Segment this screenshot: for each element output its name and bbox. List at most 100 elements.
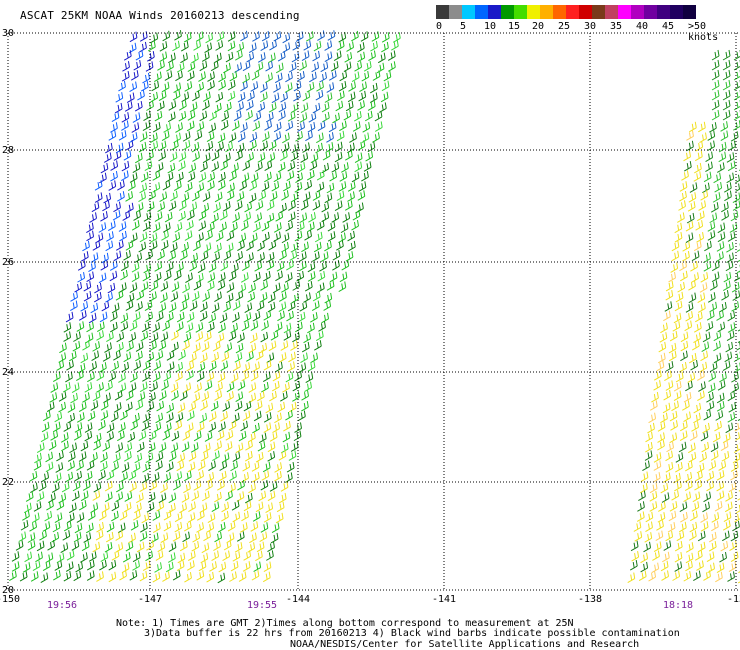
- wind-barb: [280, 91, 288, 103]
- wind-barb: [336, 130, 345, 142]
- wind-barb: [227, 40, 236, 52]
- wind-barb: [647, 422, 655, 434]
- wind-barb: [357, 100, 365, 111]
- wind-barb: [31, 512, 40, 524]
- wind-barb: [717, 321, 726, 333]
- wind-barb: [682, 400, 690, 411]
- wind-barb: [273, 222, 282, 233]
- wind-barb: [256, 300, 265, 312]
- wind-barb: [170, 291, 179, 302]
- wind-barb: [177, 552, 186, 564]
- wind-barb: [74, 470, 83, 482]
- wind-barb: [284, 272, 293, 283]
- wind-barb: [351, 171, 360, 183]
- wind-barb: [132, 560, 140, 571]
- wind-barb: [109, 270, 118, 282]
- wind-barb: [247, 542, 256, 553]
- wind-barb: [115, 290, 124, 301]
- colorbar-segment: [488, 5, 501, 19]
- wind-barb: [236, 42, 245, 53]
- wind-barb: [195, 322, 204, 333]
- wind-barb: [698, 121, 706, 133]
- wind-barb: [266, 550, 274, 561]
- wind-barb: [269, 39, 277, 51]
- wind-barb: [319, 72, 327, 83]
- wind-barb: [163, 472, 172, 483]
- wind-barb: [312, 290, 321, 302]
- wind-barb: [717, 231, 726, 243]
- wind-barb: [36, 540, 45, 552]
- wind-barb: [248, 192, 257, 204]
- wind-barb: [148, 430, 157, 441]
- wind-barb: [321, 312, 330, 324]
- wind-barb: [198, 220, 207, 232]
- map-title: ASCAT 25KM NOAA Winds 20160213 descendin…: [20, 9, 300, 22]
- wind-barb: [263, 360, 272, 371]
- wind-barb: [216, 332, 225, 344]
- wind-barb: [123, 50, 132, 61]
- wind-barb: [285, 120, 294, 132]
- wind-barb: [658, 501, 666, 512]
- wind-barb: [261, 30, 270, 42]
- wind-barb: [262, 461, 271, 473]
- wind-barb: [643, 541, 652, 553]
- wind-barb: [188, 501, 196, 512]
- wind-barb: [159, 51, 168, 63]
- wind-barb: [262, 231, 270, 243]
- wind-barb: [338, 281, 347, 292]
- wind-barb: [695, 220, 704, 231]
- wind-barb: [147, 442, 156, 453]
- wind-barb: [196, 510, 205, 521]
- wind-barb: [194, 130, 203, 141]
- wind-barb: [138, 241, 147, 253]
- wind-barb: [684, 480, 693, 491]
- wind-barb: [133, 60, 142, 71]
- wind-barb: [53, 569, 61, 581]
- wind-barb: [192, 531, 201, 543]
- wind-barb: [144, 160, 153, 172]
- wind-barb: [701, 341, 710, 353]
- wind-barb: [76, 412, 85, 423]
- wind-barb: [178, 210, 186, 222]
- wind-barb: [108, 371, 117, 382]
- wind-barb: [332, 260, 340, 271]
- wind-barb: [198, 172, 207, 183]
- wind-barb: [98, 510, 107, 521]
- wind-barb: [260, 82, 268, 93]
- wind-barb: [361, 70, 370, 82]
- wind-barb: [129, 132, 138, 143]
- wind-barb: [175, 122, 183, 133]
- wind-barb: [135, 301, 143, 312]
- wind-barb: [694, 480, 702, 491]
- wind-barb: [261, 381, 269, 393]
- wind-barb: [109, 260, 118, 271]
- wind-barb: [265, 402, 274, 414]
- wind-barb: [234, 542, 243, 553]
- wind-barb: [139, 131, 148, 142]
- wind-barb: [221, 452, 230, 463]
- wind-barb: [267, 441, 276, 453]
- wind-barb: [360, 31, 369, 42]
- wind-barb: [271, 522, 280, 533]
- wind-barb: [62, 530, 71, 541]
- wind-barb: [335, 100, 344, 112]
- wind-barb: [162, 222, 171, 233]
- wind-barb: [292, 391, 300, 402]
- wind-barb: [214, 52, 222, 64]
- wind-barb: [685, 232, 694, 244]
- wind-barb: [221, 501, 230, 513]
- wind-barb: [252, 422, 260, 434]
- wind-barb: [227, 182, 235, 194]
- wind-barb: [196, 421, 205, 433]
- wind-barb: [716, 241, 725, 252]
- wind-barb: [200, 250, 209, 262]
- wind-barb: [178, 200, 187, 211]
- wind-barb: [139, 481, 148, 493]
- wind-barb: [242, 561, 251, 572]
- wind-barb: [165, 461, 174, 473]
- wind-barb: [269, 481, 278, 492]
- wind-barb: [716, 470, 725, 481]
- wind-barb: [196, 371, 205, 382]
- wind-barb: [86, 570, 95, 581]
- wind-barb: [283, 421, 291, 432]
